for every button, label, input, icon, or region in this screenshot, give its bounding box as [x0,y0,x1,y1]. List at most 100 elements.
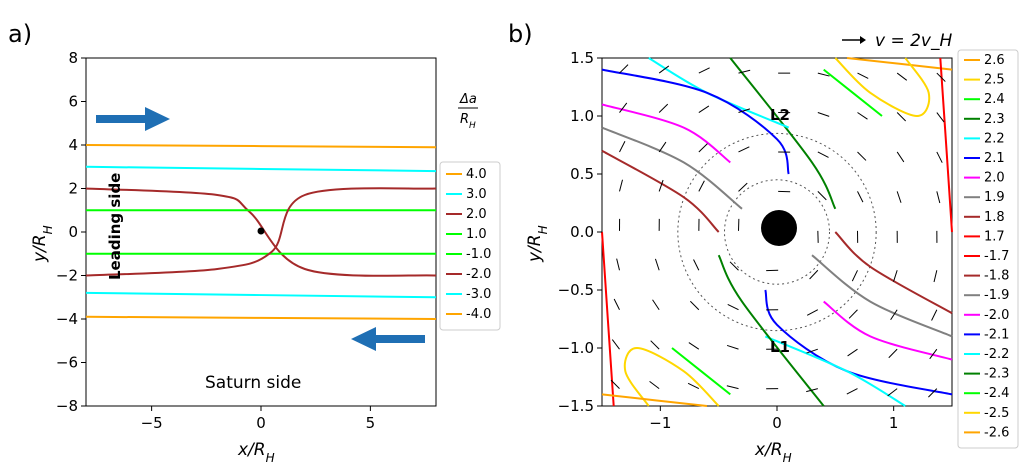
x-tick-label: 0 [256,414,266,432]
legend-label: -1.0 [466,247,491,262]
y-tick-label: −0.5 [558,281,594,299]
flow-arrow-right-icon [96,107,170,131]
legend-label: -2.2 [984,347,1009,362]
velocity-key-arrowhead-icon [860,36,866,44]
legend-label: -1.9 [984,288,1009,303]
velocity-arrow [931,309,938,321]
series-line-2.0 [85,187,437,277]
series-line-2.6 [846,57,953,71]
panel-b-xlabel: x/RH [754,440,792,465]
velocity-arrow [896,72,908,81]
y-tick-label: −1.5 [558,397,594,415]
velocity-arrow [887,388,898,397]
l1-label: L1 [770,338,790,356]
legend-label: 2.2 [984,131,1005,146]
y-tick-label: 1.5 [570,49,594,67]
x-tick-label: −5 [141,414,163,432]
legend-label: -1.7 [984,249,1009,264]
velocity-arrow [888,348,898,359]
velocity-arrow [649,381,660,390]
velocity-arrow [727,303,739,311]
legend-label: -2.3 [984,367,1009,382]
panel-b-legend-box [957,49,1019,449]
series-line-2.3 [729,57,837,210]
series-line--1.7 [939,57,953,233]
velocity-arrow [817,191,827,201]
series-line--2.3 [717,254,825,407]
velocity-arrow [613,298,620,310]
leading-side-label: Leading side [106,173,124,280]
velocity-arrow [658,103,669,113]
panel-b-series [601,57,953,407]
legend-label: 2.0 [984,171,1005,186]
l2-label: L2 [770,106,790,124]
series-line--3.0 [85,291,437,299]
series-line--2.5 [623,346,720,407]
velocity-arrow [689,300,700,311]
y-tick-label: −6 [56,354,78,372]
legend-label: 2.3 [984,112,1005,127]
legend-label: -2.5 [984,406,1009,421]
series-line--1.9 [811,254,953,338]
series-line--2.2 [764,335,906,407]
velocity-arrow [936,191,941,204]
velocity-arrow [738,108,751,113]
y-tick-label: 0 [68,223,78,241]
legend-label: 2.6 [984,53,1005,68]
velocity-arrow [929,348,938,360]
velocity-arrow [848,309,858,319]
panel-b: −1 0 1 −1.5 −1.0 −0.5 0.0 0.5 1.0 1.5 L2 L1 v = 2… [525,31,953,465]
legend-label: 2.1 [984,151,1005,166]
panel-b-label: b) [508,20,533,48]
panel-a: −5 0 5 −8 −6 −4 −2 0 2 4 6 8 Leading side Saturn si… [30,49,437,465]
series-line-2.2 [648,57,790,129]
y-tick-label: 0.0 [570,223,594,241]
panel-a-ticks: −5 0 5 −8 −6 −4 −2 0 2 4 6 8 [56,49,375,432]
hill-sphere-body [761,210,797,246]
velocity-arrow [857,72,869,79]
velocity-arrow [610,379,620,389]
panel-a-label: a) [8,20,32,48]
y-tick-label: 4 [68,136,78,154]
velocity-arrow [806,309,819,316]
panel-b-guide-circles [677,132,877,332]
velocity-arrow [698,180,705,192]
velocity-arrow [936,72,946,82]
velocity-arrow [650,340,660,350]
legend-label: -2.4 [984,386,1009,401]
velocity-arrow [893,270,898,282]
velocity-arrow [738,182,748,192]
series-line-2.1 [601,68,790,175]
guide-circle [677,132,877,332]
velocity-arrow [817,151,829,158]
velocity-arrow [619,141,626,153]
x-tick-label: −1 [649,414,671,432]
velocity-arrow [658,141,667,153]
velocity-arrow [658,179,664,192]
panel-a-ylabel: y/RH [30,225,55,263]
panel-b-ticks: −1 0 1 −1.5 −1.0 −0.5 0.0 0.5 1.0 1.5 [558,49,899,432]
velocity-arrow [817,72,830,77]
series-line--2.4 [671,347,731,396]
panel-b-legend: 2.6 2.5 2.4 2.3 2.2 2.1 2.0 1.9 1.8 1.7 -1.7 -1.8 -1… [957,49,1019,449]
series-line--2.0 [85,187,437,277]
velocity-arrow [806,388,818,393]
series-line-4.0 [85,144,437,149]
y-tick-label: 8 [68,49,78,67]
y-tick-label: −4 [56,310,78,328]
velocity-arrow [738,146,750,153]
legend-label: 2.4 [984,92,1005,107]
velocity-arrow [847,348,858,357]
panel-a-series [85,144,437,320]
velocity-arrow [698,143,708,153]
series-line--2.0 [823,300,953,361]
velocity-arrow [654,258,660,271]
velocity-arrow [817,112,830,117]
series-line-2.5 [834,57,931,118]
velocity-key-label: v = 2v_H [875,31,952,51]
panel-a-xlabel: x/RH [237,440,275,465]
series-line-1.8 [601,149,720,233]
flow-arrow-left-icon [351,327,425,351]
series-line-1.7 [601,231,615,407]
velocity-arrow [688,342,700,350]
